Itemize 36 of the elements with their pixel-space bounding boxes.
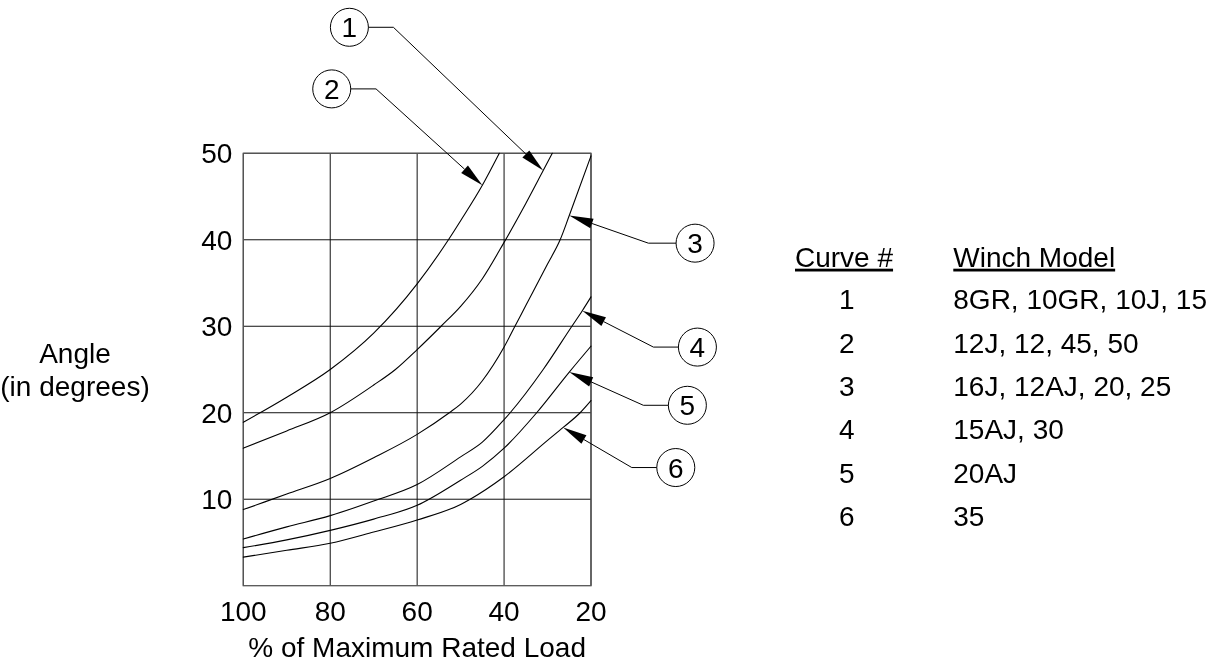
x-tick-label: 20 — [575, 595, 607, 627]
text: 5 — [679, 390, 696, 422]
text: 1 — [838, 284, 855, 316]
y-tick-label: 20 — [201, 397, 233, 429]
y-tick-label: 30 — [201, 311, 233, 343]
text: 2 — [838, 327, 855, 359]
text: 20AJ — [953, 457, 1018, 489]
line-series — [242, 400, 592, 558]
text: 1 — [341, 12, 358, 44]
x-tick-label: 40 — [488, 595, 520, 627]
text: 5 — [838, 457, 855, 489]
text: 16J, 12AJ, 20, 25 — [953, 370, 1172, 402]
text: 6 — [838, 500, 855, 532]
text: 4 — [689, 332, 706, 364]
x-tick-label: 60 — [401, 595, 433, 627]
text: 3 — [838, 370, 855, 402]
y-tick-label: 40 — [201, 224, 233, 256]
line-series — [242, 345, 592, 549]
text: 6 — [667, 452, 684, 484]
text: 4 — [838, 414, 855, 446]
y-tick-label: 10 — [201, 484, 233, 516]
y-axis-title: Angle (in degrees) — [0, 338, 150, 403]
text: 12J, 12, 45, 50 — [953, 327, 1139, 359]
line-series — [242, 152, 500, 423]
x-tick-label: 80 — [314, 595, 346, 627]
y-tick-label: 50 — [201, 138, 233, 170]
text: 8GR, 10GR, 10J, 15 — [953, 284, 1207, 316]
line-series — [242, 152, 553, 449]
text: Winch Model — [953, 241, 1116, 273]
text: Curve # — [795, 241, 894, 273]
text: 2 — [323, 73, 340, 105]
x-axis-title: % of Maximum Rated Load — [248, 632, 587, 663]
text: 35 — [953, 500, 985, 532]
text: 3 — [687, 228, 703, 260]
text: 15AJ, 30 — [953, 414, 1064, 446]
x-tick-label: 100 — [219, 595, 267, 627]
